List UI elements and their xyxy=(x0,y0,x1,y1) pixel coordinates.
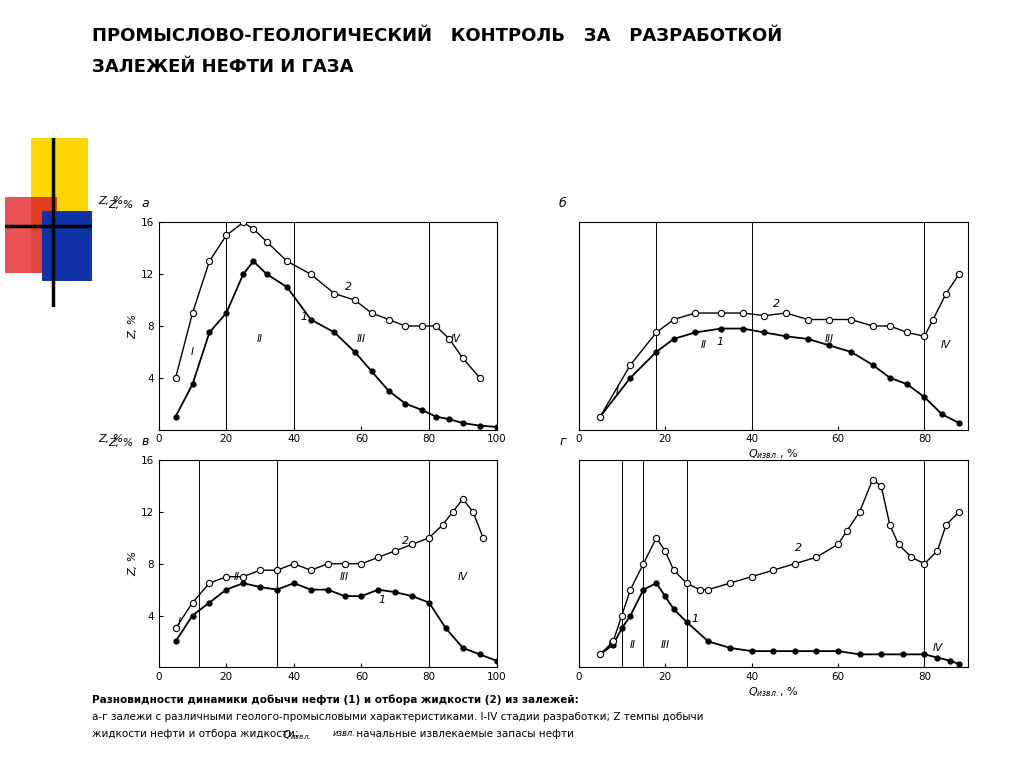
Text: 1: 1 xyxy=(378,594,385,604)
X-axis label: $Q_{извл.}$, %: $Q_{извл.}$, % xyxy=(748,447,799,461)
Text: I: I xyxy=(177,617,180,627)
Text: IV: IV xyxy=(933,643,942,653)
Text: жидкости нефти и отбора жидкости;: жидкости нефти и отбора жидкости; xyxy=(92,729,302,739)
Text: I: I xyxy=(607,640,610,650)
Text: II: II xyxy=(701,341,707,351)
Text: а-г залежи с различными геолого-промысловыми характеристиками. I-IV стадии разра: а-г залежи с различными геолого-промысло… xyxy=(92,712,703,722)
Text: Z, %: Z, % xyxy=(98,196,123,206)
Text: 2: 2 xyxy=(344,281,351,291)
Text: ПРОМЫСЛОВО-ГЕОЛОГИЧЕСКИЙ   КОНТРОЛЬ   ЗА   РАЗРАБОТКОЙ: ПРОМЫСЛОВО-ГЕОЛОГИЧЕСКИЙ КОНТРОЛЬ ЗА РАЗ… xyxy=(92,27,782,44)
Text: Разновидности динамики добычи нефти (1) и отбора жидкости (2) из залежей:: Разновидности динамики добычи нефти (1) … xyxy=(92,694,579,705)
Text: IV: IV xyxy=(941,341,951,351)
Text: III: III xyxy=(824,334,834,344)
Text: III: III xyxy=(357,334,366,344)
Text: ЗАЛЕЖЕЙ НЕФТИ И ГАЗА: ЗАЛЕЖЕЙ НЕФТИ И ГАЗА xyxy=(92,58,353,75)
Text: а: а xyxy=(141,197,150,210)
Text: IV: IV xyxy=(451,334,461,344)
Text: IV: IV xyxy=(458,571,468,581)
X-axis label: $Q_{извл.}$, %: $Q_{извл.}$, % xyxy=(748,685,799,699)
Y-axis label: Z, %: Z, % xyxy=(128,314,138,338)
Text: начальные извлекаемые запасы нефти: начальные извлекаемые запасы нефти xyxy=(353,729,574,739)
Text: III: III xyxy=(660,640,670,650)
Text: 1: 1 xyxy=(691,614,698,624)
Text: I: I xyxy=(616,386,618,396)
Text: б: б xyxy=(559,197,567,210)
Text: II: II xyxy=(630,640,636,650)
Bar xyxy=(5,197,32,273)
Text: II: II xyxy=(233,571,240,581)
Bar xyxy=(42,211,92,281)
Text: 2: 2 xyxy=(402,536,410,546)
Text: Z, %: Z, % xyxy=(109,200,133,210)
Text: 2: 2 xyxy=(795,543,802,553)
Text: III: III xyxy=(340,571,349,581)
Text: I: I xyxy=(191,347,194,357)
Bar xyxy=(32,138,88,231)
Text: $Q_{извл.}$: $Q_{извл.}$ xyxy=(282,729,311,742)
Y-axis label: Z, %: Z, % xyxy=(128,551,138,576)
Text: Z, %: Z, % xyxy=(98,433,123,443)
Text: в: в xyxy=(141,435,150,448)
Text: г: г xyxy=(559,435,565,448)
Text: 2: 2 xyxy=(773,298,780,308)
Text: 1: 1 xyxy=(301,311,308,321)
Text: Z, %: Z, % xyxy=(109,438,133,448)
Text: II: II xyxy=(257,334,263,344)
Bar xyxy=(5,197,57,273)
Text: извл.: извл. xyxy=(333,729,355,738)
Text: 1: 1 xyxy=(717,337,724,347)
